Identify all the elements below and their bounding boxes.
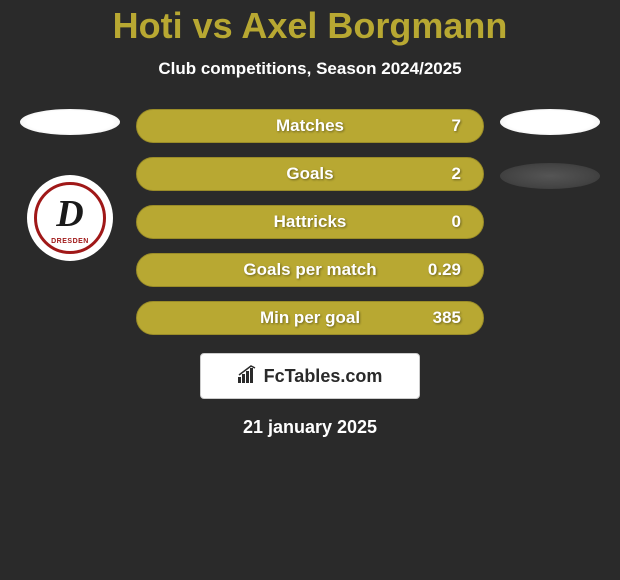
- badge-label: DRESDEN: [51, 238, 89, 245]
- player-placeholder-right-1: [500, 109, 600, 135]
- stat-row: Matches 7: [136, 109, 484, 143]
- stat-value: 0: [452, 212, 461, 232]
- player-placeholder-left: [20, 109, 120, 135]
- date-text: 21 january 2025: [0, 417, 620, 438]
- stat-row: Hattricks 0: [136, 205, 484, 239]
- left-column: D DRESDEN: [10, 109, 130, 261]
- club-badge-inner: D DRESDEN: [34, 182, 106, 254]
- stat-label: Hattricks: [274, 212, 347, 232]
- stat-label: Goals: [286, 164, 333, 184]
- comparison-widget: Hoti vs Axel Borgmann Club competitions,…: [0, 0, 620, 438]
- chart-icon: [238, 365, 260, 388]
- brand-text: FcTables.com: [264, 366, 383, 387]
- stat-row: Goals 2: [136, 157, 484, 191]
- subtitle: Club competitions, Season 2024/2025: [0, 59, 620, 79]
- club-badge: D DRESDEN: [27, 175, 113, 261]
- brand-logo[interactable]: FcTables.com: [200, 353, 420, 399]
- stat-value: 7: [452, 116, 461, 136]
- stat-label: Goals per match: [243, 260, 376, 280]
- player-placeholder-right-2: [500, 163, 600, 189]
- stat-value: 0.29: [428, 260, 461, 280]
- stat-label: Matches: [276, 116, 344, 136]
- stats-column: Matches 7 Goals 2 Hattricks 0 Goals per …: [130, 109, 490, 335]
- page-title: Hoti vs Axel Borgmann: [0, 5, 620, 47]
- badge-letter: D: [56, 192, 83, 236]
- stat-value: 2: [452, 164, 461, 184]
- main-area: D DRESDEN Matches 7 Goals 2 Hattricks 0 …: [0, 109, 620, 335]
- stat-value: 385: [433, 308, 461, 328]
- right-column: [490, 109, 610, 189]
- stat-label: Min per goal: [260, 308, 360, 328]
- stat-row: Min per goal 385: [136, 301, 484, 335]
- stat-row: Goals per match 0.29: [136, 253, 484, 287]
